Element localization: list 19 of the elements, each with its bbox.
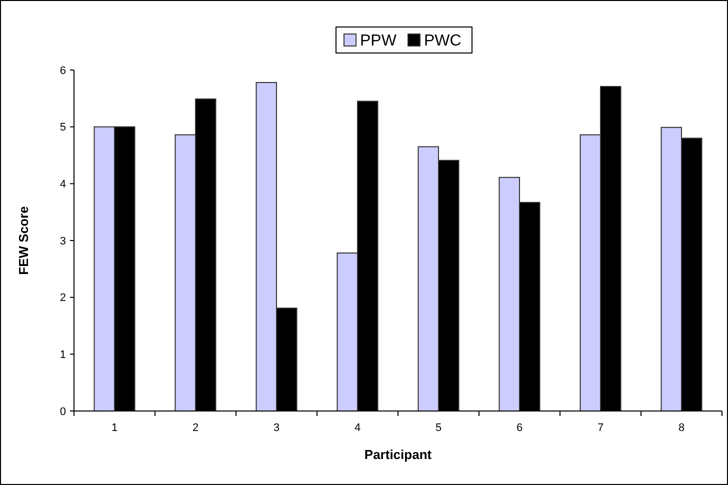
x-tick-label: 4 [354,422,361,434]
x-tick-label: 6 [516,422,523,434]
x-tick-label: 3 [273,422,280,434]
x-axis-title: Participant [364,447,432,462]
y-tick-label: 4 [60,178,66,191]
x-tick-label: 7 [597,422,604,434]
y-tick-label: 0 [60,406,66,418]
legend-label: PPW [360,32,398,50]
y-axis-title: FEW Score [16,206,31,275]
x-tick-label: 8 [678,422,685,434]
y-tick-label: 5 [60,122,66,134]
x-tick-label: 1 [111,422,118,434]
x-tick-label: 5 [435,422,442,434]
y-tick-label: 2 [60,292,66,304]
y-tick-label: 1 [60,349,66,362]
legend-label: PWC [424,32,462,50]
y-tick-label: 3 [60,235,66,248]
x-tick-label: 2 [192,422,199,434]
y-tick-label: 6 [60,64,66,77]
